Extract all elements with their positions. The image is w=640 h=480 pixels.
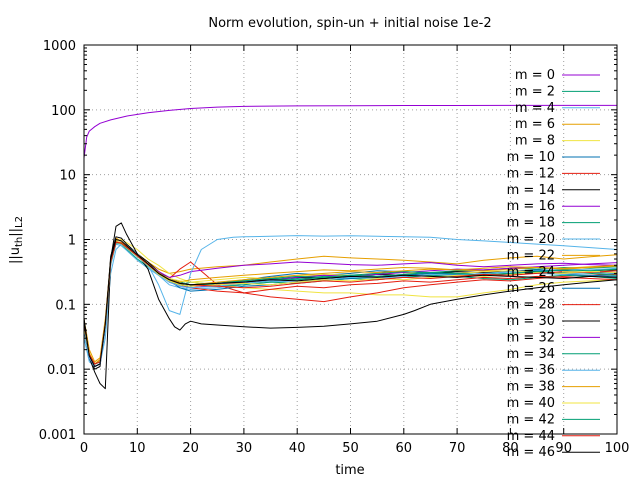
series-line-15 <box>83 222 618 390</box>
x-tick-label: 80 <box>502 441 519 456</box>
x-tick-label: 100 <box>605 441 630 456</box>
legend-label-19: m = 38 <box>507 380 555 395</box>
x-tick-label: 0 <box>80 441 88 456</box>
series-lines <box>83 104 618 390</box>
legend-label-4: m = 8 <box>515 134 555 149</box>
y-tick-label: 0.01 <box>47 363 76 378</box>
legend-label-23: m = 46 <box>507 445 555 460</box>
legend-label-5: m = 10 <box>507 150 555 165</box>
legend-label-18: m = 36 <box>507 363 555 378</box>
x-tick-label: 20 <box>182 441 199 456</box>
x-tick-label: 10 <box>129 441 146 456</box>
x-tick-label: 40 <box>289 441 306 456</box>
legend-label-20: m = 40 <box>507 396 555 411</box>
x-tick-label: 60 <box>396 441 413 456</box>
x-tick-label: 70 <box>449 441 466 456</box>
legend-label-1: m = 2 <box>515 84 555 99</box>
legend-label-6: m = 12 <box>507 166 555 181</box>
x-tick-label: 30 <box>236 441 253 456</box>
legend-label-2: m = 4 <box>515 101 555 116</box>
legend-label-7: m = 14 <box>507 183 555 198</box>
y-tick-label: 1 <box>68 234 76 249</box>
y-axis-title-tail: || <box>8 228 23 237</box>
y-tick-label: 1000 <box>43 39 76 54</box>
y-axis-title: ||uth||L2 <box>8 216 25 264</box>
legend-label-22: m = 44 <box>507 429 555 444</box>
y-axis-title-subscript-2: L2 <box>14 216 25 228</box>
y-tick-label: 100 <box>51 104 76 119</box>
legend-label-0: m = 0 <box>515 68 555 83</box>
y-tick-label: 0.1 <box>55 298 76 313</box>
x-axis-title: time <box>335 463 364 478</box>
legend-label-14: m = 28 <box>507 298 555 313</box>
axis-ticks: 0 10 20 30 40 50 60 70 80 90 100 0.001 0.01 0.1 1 10 100… <box>39 39 630 456</box>
legend-label-13: m = 26 <box>507 281 555 296</box>
legend-label-8: m = 16 <box>507 199 555 214</box>
x-tick-label: 50 <box>342 441 359 456</box>
legend-label-17: m = 34 <box>507 347 555 362</box>
legend-label-9: m = 18 <box>507 216 555 231</box>
legend-label-12: m = 24 <box>507 265 555 280</box>
x-tick-label: 90 <box>555 441 572 456</box>
chart-title: Norm evolution, spin-un + initial noise … <box>208 16 491 31</box>
y-tick-label: 10 <box>59 169 76 184</box>
legend-label-21: m = 42 <box>507 412 555 427</box>
series-line-10 <box>83 235 618 367</box>
y-axis-title-main: ||u <box>8 247 23 264</box>
series-line-23 <box>83 239 618 367</box>
legend-label-10: m = 20 <box>507 232 555 247</box>
legend-label-3: m = 6 <box>515 117 555 132</box>
legend-label-11: m = 22 <box>507 248 555 263</box>
series-line-0 <box>83 104 617 159</box>
legend-label-15: m = 30 <box>507 314 555 329</box>
legend-label-16: m = 32 <box>507 330 555 345</box>
legend: m = 0m = 2 m = 4m = 6 m = 8m = 10m = 12 m =… <box>507 68 600 460</box>
y-tick-label: 0.001 <box>39 428 76 443</box>
y-axis-title-subscript: th <box>14 237 25 247</box>
